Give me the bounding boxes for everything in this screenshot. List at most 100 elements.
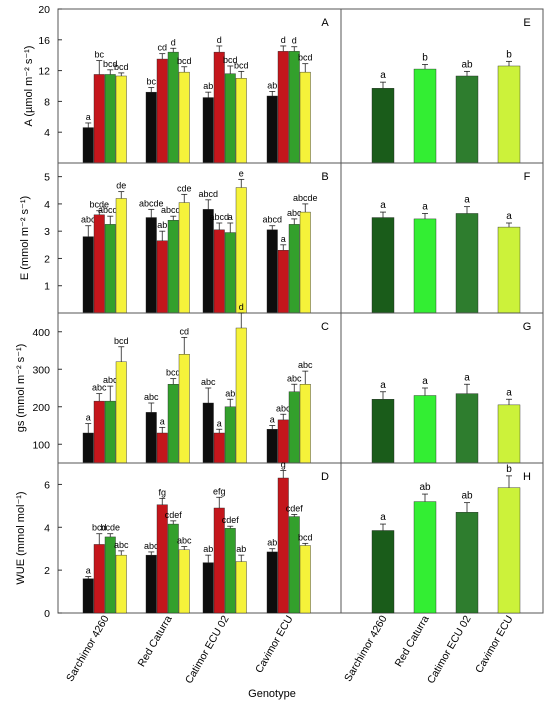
y-tick-label: 2 (44, 565, 50, 577)
data-label: bcd (166, 368, 181, 378)
panel-letter: G (523, 321, 532, 333)
data-label: a (422, 376, 428, 387)
bar (93, 74, 105, 164)
data-label: bcd (298, 53, 313, 63)
bar (224, 73, 236, 164)
y-tick-label: 400 (32, 327, 50, 339)
data-label: bcd (177, 56, 192, 66)
y-axis-label: WUE (mmol mol⁻¹) (15, 491, 27, 584)
y-tick-label: 0 (44, 608, 50, 620)
panel-letter: E (523, 17, 530, 29)
y-tick-label: 6 (44, 479, 50, 491)
data-label: cde (177, 183, 192, 193)
bar (235, 327, 247, 464)
bar (104, 74, 116, 164)
bar (413, 68, 437, 164)
bar (299, 545, 311, 614)
bar (497, 65, 521, 164)
data-label: a (506, 211, 512, 222)
y-tick-label: 3 (44, 226, 50, 238)
bar (145, 412, 157, 464)
data-label: abc (103, 375, 118, 385)
data-label: ab (267, 538, 277, 548)
data-label: a (506, 387, 512, 398)
data-label: abc (287, 373, 302, 383)
data-label: a (86, 112, 91, 122)
data-label: a (380, 70, 386, 81)
data-label: abc (298, 360, 313, 370)
bar (145, 91, 157, 164)
data-label: d (239, 302, 244, 312)
data-label: abcd (262, 215, 282, 225)
data-label: abc (81, 215, 96, 225)
data-label: a (228, 212, 233, 222)
y-tick-label: 4 (44, 199, 50, 211)
bar (213, 51, 225, 164)
panel-letter: B (321, 171, 328, 183)
data-label: abc (201, 377, 216, 387)
data-label: a (422, 201, 428, 212)
bar (497, 487, 521, 614)
data-label: a (281, 234, 286, 244)
bar (497, 404, 521, 464)
y-tick-label: 16 (38, 35, 50, 47)
y-tick-label: 2 (44, 253, 50, 265)
bar (288, 391, 300, 464)
data-label: bcd (223, 55, 238, 65)
bar (145, 217, 157, 314)
bar (277, 51, 289, 164)
data-label: cdef (286, 503, 304, 513)
y-tick-label: 4 (44, 522, 50, 534)
data-label: d (281, 35, 286, 45)
data-label: abc (144, 392, 159, 402)
bar (213, 229, 225, 314)
data-label: bcd (114, 62, 129, 72)
bar (115, 554, 127, 614)
y-tick-label: 5 (44, 172, 50, 184)
bar (299, 384, 311, 464)
data-label: a (380, 512, 386, 523)
bar (202, 97, 214, 164)
bar (266, 95, 278, 164)
bar (82, 236, 94, 314)
y-tick-label: 300 (32, 364, 50, 376)
bar (455, 512, 479, 614)
bar (224, 232, 236, 314)
data-label: ab (267, 80, 277, 90)
data-label: a (160, 416, 165, 426)
bar (277, 250, 289, 314)
data-label: bc (146, 77, 156, 87)
data-label: abcd (209, 212, 229, 222)
bar (224, 406, 236, 464)
y-tick-label: 12 (38, 66, 50, 78)
data-label: b (506, 464, 512, 475)
bar (266, 229, 278, 314)
x-axis-label: Genotype (248, 688, 296, 700)
data-label: a (270, 415, 275, 425)
data-label: abcde (161, 205, 186, 215)
panel-letter: A (321, 17, 329, 29)
data-label: d (292, 36, 297, 46)
data-label: abc (276, 403, 291, 413)
bar (371, 88, 395, 164)
y-tick-label: 8 (44, 96, 50, 108)
data-label: bcd (298, 532, 313, 542)
bar (178, 354, 190, 464)
data-label: a (86, 413, 91, 423)
data-label: bcde (89, 200, 109, 210)
data-label: cdef (222, 515, 240, 525)
bar (235, 78, 247, 164)
bar (178, 549, 190, 614)
data-label: d (217, 35, 222, 45)
bar (156, 504, 168, 614)
bar (115, 361, 127, 464)
bar (455, 393, 479, 464)
bar (266, 551, 278, 614)
y-tick-label: 100 (32, 439, 50, 451)
data-label: bcd (234, 60, 249, 70)
data-label: cd (179, 326, 189, 336)
